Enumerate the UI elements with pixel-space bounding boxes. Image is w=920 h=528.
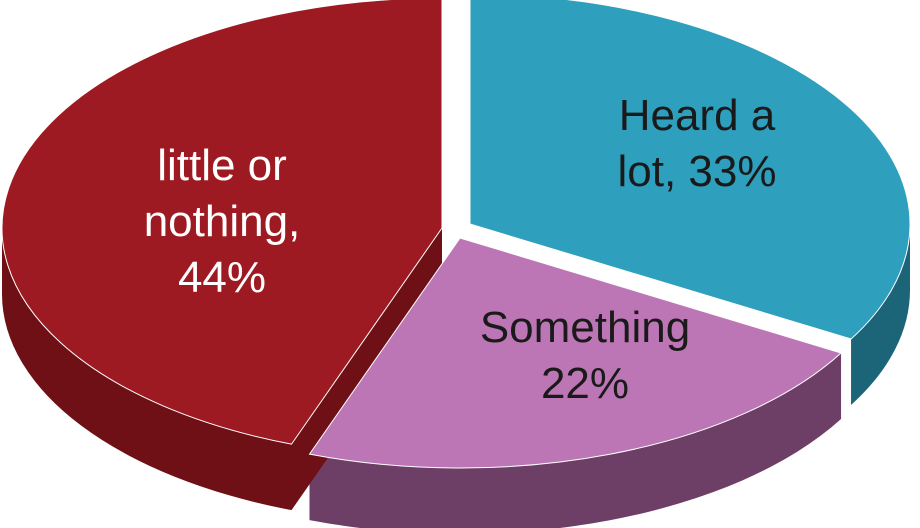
slice-label-little-or-nothing: little or nothing, 44% [144, 141, 301, 302]
slice-label-line: nothing, [144, 197, 301, 246]
slice-label-line: 22% [541, 359, 629, 408]
slice-label-line: little or [157, 141, 287, 190]
slice-label-something: Something 22% [480, 303, 690, 408]
slice-side-little-or-nothing [2, 228, 292, 511]
slice-label-line: 44% [178, 253, 266, 302]
slice-little-or-nothing [1, 0, 443, 445]
slice-label-heard-a-lot: Heard a lot, 33% [618, 91, 777, 196]
slice-something [308, 237, 843, 469]
slice-labels: Heard a lot, 33% Something 22% little or noth… [144, 91, 777, 408]
slice-side-heard-a-lot [851, 224, 910, 405]
slice-side-something [309, 353, 842, 528]
slice-label-line: lot, 33% [618, 147, 777, 196]
slice-label-line: Heard a [619, 91, 776, 140]
slice-tops [1, 0, 911, 469]
slice-heard-a-lot [469, 0, 911, 340]
slice-label-line: Something [480, 303, 690, 352]
